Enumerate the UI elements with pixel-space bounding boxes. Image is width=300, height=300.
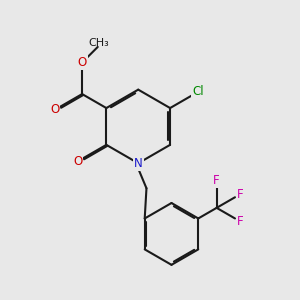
Text: N: N: [134, 157, 142, 170]
Text: CH₃: CH₃: [89, 38, 110, 48]
Text: Cl: Cl: [192, 85, 204, 98]
Text: F: F: [213, 174, 220, 187]
Text: F: F: [237, 188, 244, 200]
Text: O: O: [50, 103, 59, 116]
Text: F: F: [237, 215, 244, 228]
Text: O: O: [77, 56, 87, 69]
Text: O: O: [73, 155, 83, 168]
